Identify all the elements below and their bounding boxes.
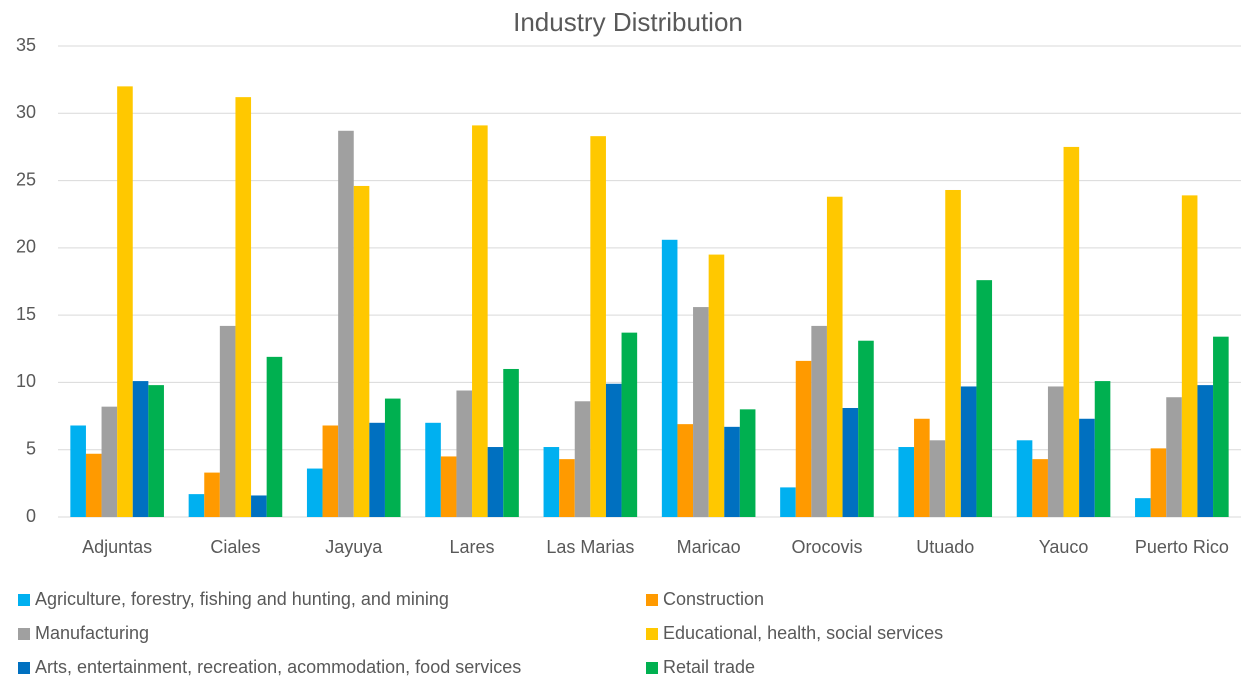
x-tick-label: Jayuya (325, 537, 383, 557)
legend-label: Agriculture, forestry, fishing and hunti… (35, 589, 449, 609)
legend-swatch (18, 662, 30, 674)
bar (219, 325, 236, 517)
bar (353, 185, 370, 517)
bar (621, 332, 638, 517)
bar (266, 356, 283, 517)
y-tick-label: 35 (16, 35, 36, 55)
bar (1047, 386, 1064, 517)
bar (826, 196, 843, 517)
bar (739, 409, 756, 517)
bar (440, 456, 457, 517)
bar (384, 398, 401, 517)
bar (204, 472, 220, 517)
bar (661, 239, 678, 518)
x-tick-label: Lares (450, 537, 495, 557)
bar (1032, 459, 1048, 517)
bar (322, 425, 339, 517)
bar (70, 425, 86, 517)
bar (543, 447, 560, 517)
bar (1213, 336, 1229, 517)
bar (677, 424, 694, 517)
y-tick-label: 10 (16, 371, 36, 391)
bar (708, 254, 725, 518)
x-tick-label: Orocovis (791, 537, 862, 557)
bar (148, 385, 164, 517)
bar (503, 368, 519, 517)
bar (724, 426, 740, 517)
bar (456, 390, 473, 517)
bar (338, 130, 354, 517)
y-tick-label: 5 (26, 438, 36, 458)
bar (306, 468, 323, 517)
bar (590, 136, 606, 518)
legend-swatch (18, 628, 30, 640)
bar (235, 97, 252, 517)
x-tick-label: Yauco (1039, 537, 1089, 557)
x-tick-label: Puerto Rico (1135, 537, 1229, 557)
legend-swatch (646, 662, 658, 674)
bar (472, 125, 488, 517)
legend-label: Arts, entertainment, recreation, acommod… (35, 657, 521, 677)
bar (487, 447, 504, 517)
legend-label: Manufacturing (35, 623, 149, 643)
bar (693, 307, 709, 517)
bar (929, 440, 946, 517)
bar (559, 459, 575, 517)
bar (842, 407, 859, 517)
y-tick-label: 0 (26, 506, 36, 526)
bar (101, 406, 118, 517)
bar (1197, 385, 1214, 517)
bar (1063, 146, 1080, 517)
y-tick-label: 15 (16, 304, 36, 324)
bar (795, 360, 812, 517)
bar (1016, 440, 1033, 517)
bar (1079, 418, 1095, 517)
bar (898, 447, 915, 517)
legend-swatch (646, 594, 658, 606)
bar (811, 325, 827, 517)
x-tick-label: Maricao (677, 537, 741, 557)
legend-swatch (646, 628, 658, 640)
bar (85, 453, 102, 517)
x-tick-label: Adjuntas (82, 537, 152, 557)
x-tick-label: Ciales (210, 537, 260, 557)
bar (945, 189, 961, 517)
bar (914, 418, 930, 517)
bar (858, 340, 874, 517)
bar (132, 381, 149, 517)
bar (1150, 448, 1167, 517)
bar (117, 86, 133, 517)
y-tick-label: 20 (16, 237, 36, 257)
bar (188, 494, 205, 517)
x-tick-label: Las Marias (546, 537, 634, 557)
bar (780, 487, 796, 517)
bar (1181, 195, 1198, 518)
bar (574, 401, 591, 517)
legend-label: Construction (663, 589, 764, 609)
bar (976, 280, 993, 517)
chart-title: Industry Distribution (513, 7, 743, 37)
legend-swatch (18, 594, 30, 606)
bar (1166, 397, 1182, 517)
bar (251, 495, 267, 517)
bar (605, 383, 622, 517)
bar (1094, 381, 1111, 517)
bar (960, 386, 977, 517)
legend-label: Educational, health, social services (663, 623, 943, 643)
y-tick-label: 25 (16, 169, 36, 189)
bar (1135, 498, 1151, 517)
y-tick-label: 30 (16, 102, 36, 122)
legend-label: Retail trade (663, 657, 755, 677)
bar (369, 422, 385, 517)
x-tick-label: Utuado (916, 537, 974, 557)
bar (425, 422, 441, 517)
